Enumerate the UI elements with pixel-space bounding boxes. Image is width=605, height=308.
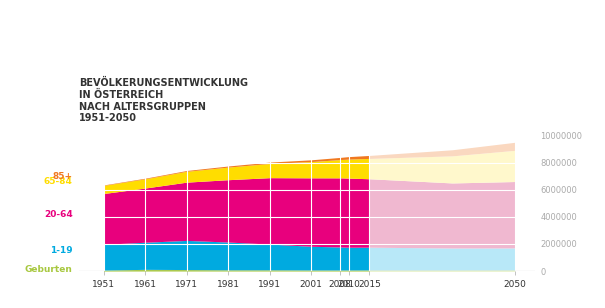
Text: 1-19: 1-19	[50, 245, 73, 254]
Text: 85+: 85+	[53, 172, 73, 181]
Text: BEVÖLKERUNGSENTWICKLUNG
IN ÖSTERREICH
NACH ALTERSGRUPPEN
1951-2050: BEVÖLKERUNGSENTWICKLUNG IN ÖSTERREICH NA…	[79, 78, 247, 123]
Text: 20-64: 20-64	[44, 210, 73, 219]
Text: 65-84: 65-84	[44, 177, 73, 186]
Text: Geburten: Geburten	[25, 265, 73, 274]
